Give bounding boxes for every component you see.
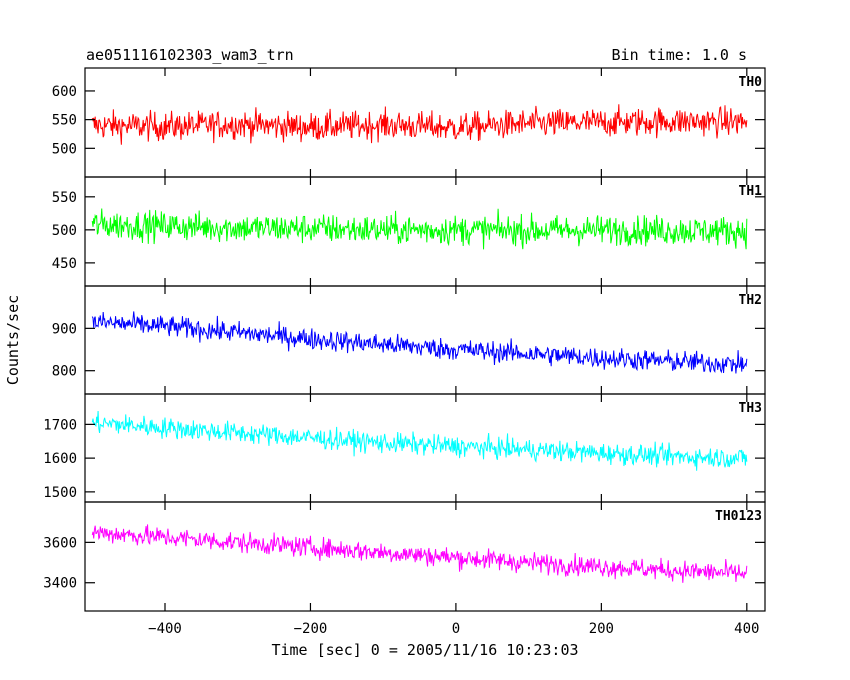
y-tick-label-th3-1500: 1500 [43,485,77,501]
panel-th3: 1500 1600 1700 TH3 [43,393,766,503]
series-line-th0123 [91,524,748,583]
series-label-th0: TH0 [739,75,763,90]
y-tick-label-th1-550: 550 [52,190,77,206]
panel-frame-th2 [84,285,766,395]
series-label-th2: TH2 [739,293,762,308]
series-line-th0 [91,104,748,145]
y-tick-label-th0123-3600: 3600 [43,535,77,551]
y-tick-label-th0-600: 600 [52,84,77,100]
series-label-th0123: TH0123 [715,509,762,524]
panels-layer: 500 550 600 TH0 450 500 550 TH1 800 900 TH2 1500 160… [43,67,766,637]
y-tick-label-th3-1600: 1600 [43,451,77,467]
panel-frame-th0123 [84,501,766,612]
x-tick-label-200: 200 [589,621,614,637]
series-label-th1: TH1 [739,184,763,199]
y-tick-label-th3-1700: 1700 [43,417,77,433]
series-line-th2 [91,311,748,374]
y-tick-label-th1-500: 500 [52,223,77,239]
x-tick-label--200: −200 [294,621,328,637]
y-tick-label-th0-500: 500 [52,141,77,157]
panel-th0: 500 550 600 TH0 [52,67,766,178]
y-axis-label: Counts/sec [4,295,22,385]
panel-th2: 800 900 TH2 [52,285,766,395]
y-tick-label-th1-450: 450 [52,256,77,272]
panel-th0123: 3400 3600 TH0123 [43,501,766,612]
y-tick-label-th2-900: 900 [52,321,77,337]
y-tick-label-th0-550: 550 [52,113,77,129]
series-line-th3 [91,411,748,471]
x-tick-label--400: −400 [148,621,182,637]
x-axis-label: Time [sec] 0 = 2005/11/16 10:23:03 [271,641,578,659]
x-tick-label-400: 400 [734,621,759,637]
series-label-th3: TH3 [739,401,762,416]
x-tick-label-0: 0 [452,621,460,637]
chart-title: ae051116102303_wam3_trn [86,46,294,64]
y-tick-label-th0123-3400: 3400 [43,576,77,592]
y-tick-label-th2-800: 800 [52,364,77,380]
bin-time-label: Bin time: 1.0 s [612,46,747,64]
panel-th1: 450 500 550 TH1 [52,176,766,287]
series-line-th1 [91,208,748,250]
